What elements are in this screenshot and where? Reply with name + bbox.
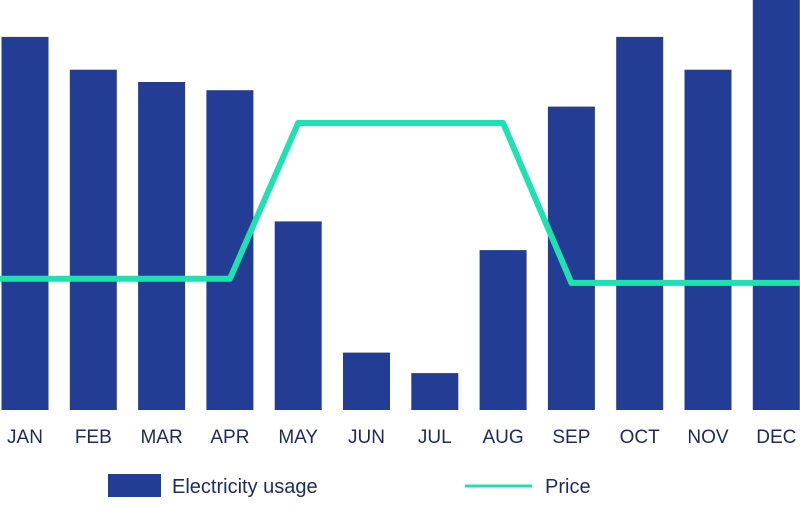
month-label-feb: FEB [75,427,112,448]
month-label-nov: NOV [687,427,729,448]
bar-jun [343,352,390,410]
month-label-mar: MAR [140,427,182,448]
bar-mar [138,82,186,410]
month-label-jul: JUL [418,427,452,448]
month-label-oct: OCT [620,427,661,448]
price-line-layer [0,120,800,286]
bars-layer [1,0,800,411]
bar-jan [1,36,49,411]
bar-aug [479,250,527,410]
bar-may [274,221,322,410]
legend-bar-label: Electricity usage [172,476,318,498]
bar-jul [411,373,459,410]
month-label-sep: SEP [552,427,590,448]
month-labels: JAN FEB MAR APR MAY JUN JUL AUG SEP OCT NOV DEC [7,427,796,448]
month-label-dec: DEC [756,427,796,448]
price-line [0,120,800,286]
month-label-may: MAY [278,427,318,448]
bar-sep [547,106,595,410]
bar-apr [206,90,254,410]
bar-dec [752,0,800,410]
legend: Electricity usage Price [108,474,591,498]
month-label-apr: APR [210,427,249,448]
bar-nov [684,69,732,410]
month-label-jun: JUN [348,427,385,448]
legend-bar-swatch [108,474,161,497]
bar-oct [616,36,664,411]
legend-line-label: Price [545,476,591,498]
bar-feb [69,69,117,410]
month-label-jan: JAN [7,427,43,448]
month-label-aug: AUG [483,427,524,448]
